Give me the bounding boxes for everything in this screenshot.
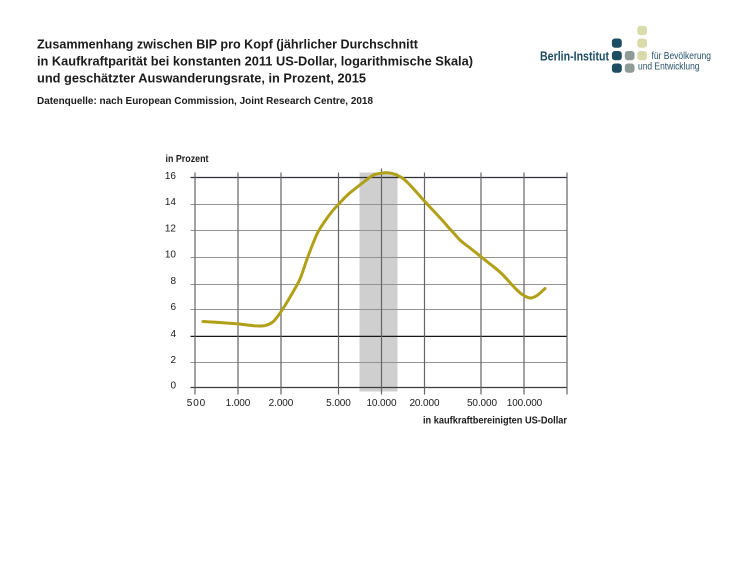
svg-text:50.000: 50.000 [467,398,498,409]
svg-text:und Entwicklung: und Entwicklung [638,61,700,73]
svg-text:2: 2 [170,355,176,366]
svg-text:Zusammenhang zwischen BIP pro: Zusammenhang zwischen BIP pro Kopf (jähr… [37,38,419,52]
svg-text:6: 6 [170,302,176,313]
svg-text:in Kaufkraftparität bei konsta: in Kaufkraftparität bei konstanten 2011 … [37,55,473,69]
svg-text:16: 16 [165,171,177,182]
svg-text:10: 10 [165,250,177,261]
svg-text:14: 14 [165,197,177,208]
svg-text:10.000: 10.000 [366,398,397,409]
svg-text:4: 4 [170,329,176,340]
svg-text:Berlin-Institut: Berlin-Institut [540,49,610,64]
svg-text:500: 500 [187,398,206,409]
svg-text:und geschätzter Auswanderungsr: und geschätzter Auswanderungsrate, in Pr… [37,72,366,86]
svg-text:Datenquelle: nach European Com: Datenquelle: nach European Commission, J… [37,95,373,107]
svg-text:für Bevölkerung: für Bevölkerung [652,50,712,62]
svg-text:0: 0 [170,381,176,392]
svg-text:in Prozent: in Prozent [166,153,209,165]
svg-text:2.000: 2.000 [269,398,294,409]
svg-text:12: 12 [165,223,177,234]
svg-text:1.000: 1.000 [226,398,251,409]
svg-text:20.000: 20.000 [409,398,440,409]
svg-text:in kaufkraftbereinigten US-Dol: in kaufkraftbereinigten US-Dollar [423,415,567,427]
svg-text:100.000: 100.000 [507,398,543,409]
svg-text:8: 8 [170,276,176,287]
svg-text:5.000: 5.000 [326,398,351,409]
